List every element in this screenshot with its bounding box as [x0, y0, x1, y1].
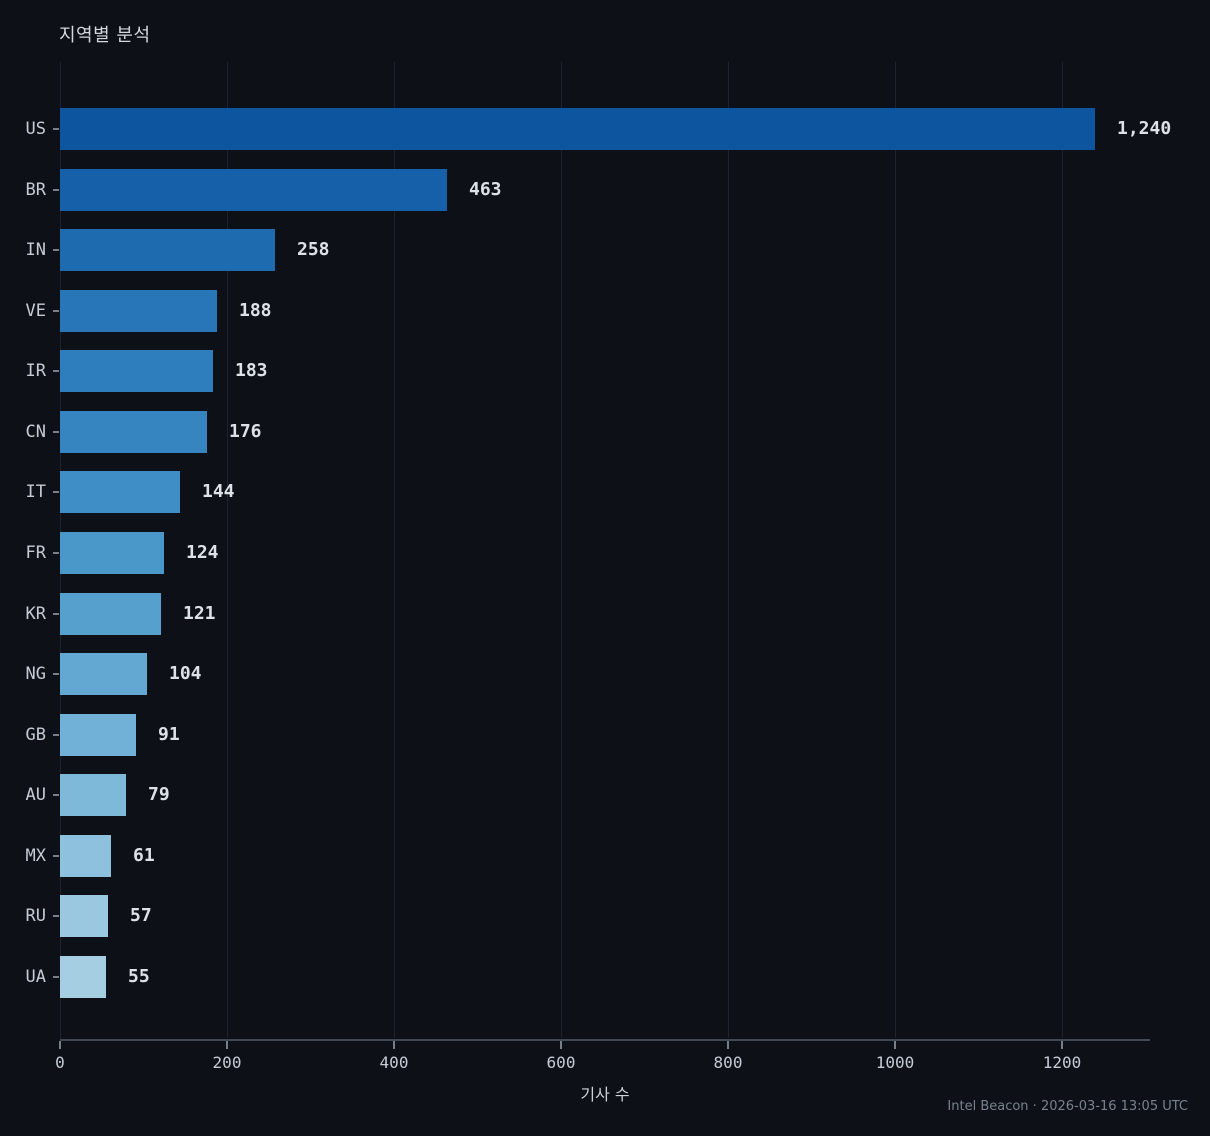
bar-ve: [60, 290, 217, 332]
bar-value-label: 57: [130, 905, 152, 926]
x-tick: [393, 1041, 395, 1049]
footer-timestamp: Intel Beacon · 2026-03-16 13:05 UTC: [947, 1099, 1188, 1114]
x-tick: [226, 1041, 228, 1049]
bar-value-label: 188: [239, 300, 272, 321]
bar-mx: [60, 835, 111, 877]
bar-value-label: 61: [133, 845, 155, 866]
bar-ng: [60, 653, 147, 695]
y-tick: [53, 431, 59, 433]
bar-it: [60, 471, 180, 513]
gridline: [561, 62, 562, 1038]
bar-value-label: 144: [202, 481, 235, 502]
gridline: [895, 62, 896, 1038]
y-tick: [53, 915, 59, 917]
y-axis-label: FR: [25, 543, 46, 563]
bar-value-label: 104: [169, 663, 202, 684]
bar-value-label: 1,240: [1117, 118, 1172, 139]
bar-value-label: 258: [297, 239, 330, 260]
x-tick-label: 800: [713, 1053, 743, 1072]
x-tick-label: 600: [546, 1053, 576, 1072]
x-axis-title: 기사 수: [580, 1085, 630, 1104]
y-axis-label: UA: [25, 967, 46, 987]
bar-fr: [60, 532, 164, 574]
y-tick: [53, 673, 59, 675]
y-axis-label: MX: [25, 846, 46, 866]
chart-title: 지역별 분석: [59, 25, 151, 46]
y-tick: [53, 249, 59, 251]
x-tick-label: 0: [55, 1053, 65, 1072]
x-tick-label: 1200: [1042, 1053, 1082, 1072]
y-tick: [53, 310, 59, 312]
x-axis-line: [60, 1039, 1150, 1041]
x-tick-label: 400: [379, 1053, 409, 1072]
y-tick: [53, 613, 59, 615]
y-axis-label: US: [25, 119, 46, 139]
bar-in: [60, 229, 275, 271]
bar-value-label: 91: [158, 724, 180, 745]
bar-value-label: 183: [235, 360, 268, 381]
y-tick: [53, 370, 59, 372]
bar-value-label: 124: [186, 542, 219, 563]
bar-value-label: 463: [469, 179, 502, 200]
y-axis-label: KR: [25, 604, 46, 624]
bar-ir: [60, 350, 213, 392]
y-tick: [53, 189, 59, 191]
bar-ua: [60, 956, 106, 998]
bar-kr: [60, 593, 161, 635]
bar-gb: [60, 714, 136, 756]
y-tick: [53, 552, 59, 554]
y-axis-label: IR: [25, 361, 46, 381]
gridline: [227, 62, 228, 1038]
y-tick: [53, 794, 59, 796]
bar-au: [60, 774, 126, 816]
y-tick: [53, 855, 59, 857]
bar-us: [60, 108, 1095, 150]
y-axis-label: VE: [25, 301, 46, 321]
bar-value-label: 79: [148, 784, 170, 805]
gridline: [728, 62, 729, 1038]
x-tick-label: 200: [212, 1053, 242, 1072]
y-axis-label: GB: [25, 725, 46, 745]
bar-cn: [60, 411, 207, 453]
y-axis-label: IT: [25, 482, 46, 502]
y-tick: [53, 491, 59, 493]
y-axis-label: IN: [25, 240, 46, 260]
bar-value-label: 121: [183, 603, 216, 624]
y-axis-label: AU: [25, 785, 46, 805]
bar-value-label: 55: [128, 966, 150, 987]
y-tick: [53, 976, 59, 978]
y-axis-label: RU: [25, 906, 46, 926]
y-axis-label: BR: [25, 180, 46, 200]
y-axis-label: CN: [25, 422, 46, 442]
x-tick: [1061, 1041, 1063, 1049]
y-tick: [53, 734, 59, 736]
plot-area: [60, 62, 1150, 1038]
y-tick: [53, 128, 59, 130]
gridline: [394, 62, 395, 1038]
bar-value-label: 176: [229, 421, 262, 442]
x-tick: [560, 1041, 562, 1049]
bar-ru: [60, 895, 108, 937]
x-tick: [894, 1041, 896, 1049]
bar-br: [60, 169, 447, 211]
x-tick: [727, 1041, 729, 1049]
x-tick: [59, 1041, 61, 1049]
y-axis-label: NG: [25, 664, 46, 684]
gridline: [1062, 62, 1063, 1038]
x-tick-label: 1000: [875, 1053, 915, 1072]
